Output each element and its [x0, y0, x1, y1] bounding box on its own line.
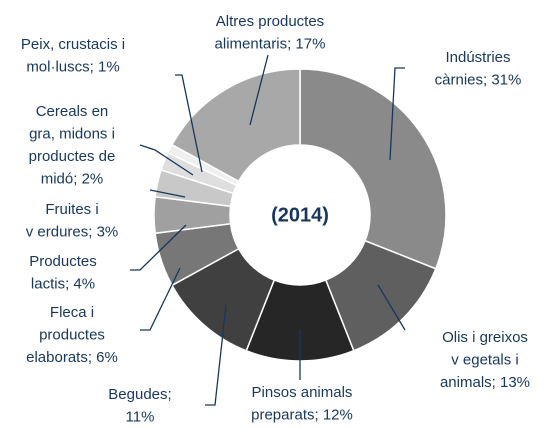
data-label: alimentaris; 17%	[215, 35, 326, 52]
leader-line	[149, 189, 186, 198]
donut-slice	[171, 68, 301, 183]
data-label: Begudes;	[108, 386, 171, 403]
leader-line	[205, 304, 227, 406]
data-label: Olis i greixos	[442, 329, 528, 346]
leader-line	[175, 74, 203, 173]
data-label: Fruites i	[45, 201, 98, 218]
data-label: Cereals en	[36, 103, 109, 120]
data-label: productes	[39, 326, 105, 343]
data-label: mol·luscs; 1%	[26, 58, 119, 75]
data-label: v egetals i	[451, 351, 519, 368]
data-label: preparats; 12%	[251, 406, 353, 423]
center-label: (2014)	[271, 204, 329, 226]
data-label: gra, midons i	[29, 125, 115, 142]
leader-line	[139, 144, 194, 176]
data-label: Pinsos animals	[252, 384, 353, 401]
data-label: Indústries	[445, 49, 510, 66]
data-label: lactis; 4%	[31, 275, 95, 292]
leader-line	[130, 224, 187, 271]
data-label: Peix, crustacis i	[21, 36, 125, 53]
data-label: càrnies; 31%	[435, 71, 522, 88]
data-label: v erdures; 3%	[26, 223, 119, 240]
leader-line	[377, 284, 406, 331]
data-label: Productes	[29, 253, 97, 270]
leader-line	[249, 54, 269, 126]
leader-line	[140, 267, 181, 331]
data-label: 11%	[126, 408, 155, 425]
data-label: Altres productes	[216, 13, 324, 30]
data-label: animals; 13%	[440, 374, 530, 391]
data-label: midó; 2%	[41, 170, 104, 187]
leader-line	[389, 67, 405, 161]
data-label: productes de	[29, 148, 116, 165]
data-label: Fleca i	[50, 304, 94, 321]
donut-slice	[299, 68, 447, 270]
data-label: elaborats; 6%	[26, 349, 118, 366]
